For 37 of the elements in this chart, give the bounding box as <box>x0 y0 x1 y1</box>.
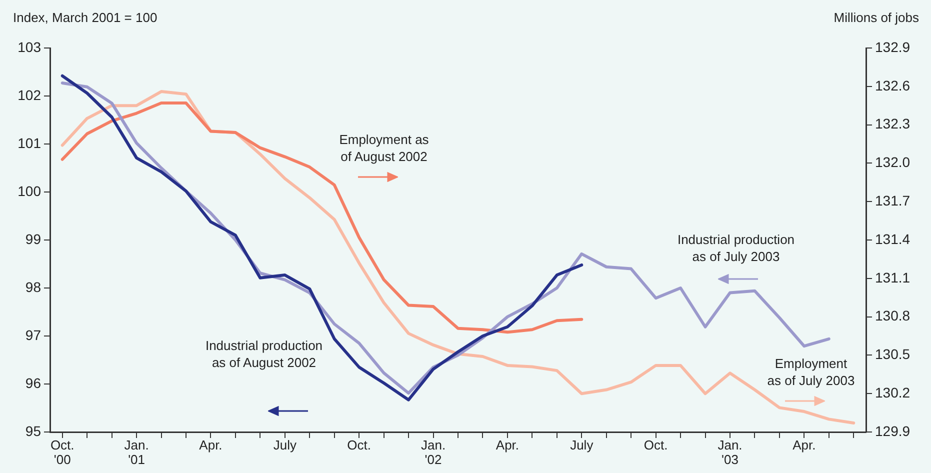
y2-tick-label: 132.0 <box>875 154 910 170</box>
y-tick-label: 97 <box>25 326 42 343</box>
x-tick-label: July <box>273 438 297 453</box>
x-tick-label: Jan. '03 <box>718 438 742 468</box>
y-tick-label: 96 <box>25 374 42 391</box>
y-tick-label: 101 <box>18 134 42 151</box>
y2-tick-label: 130.5 <box>875 346 910 362</box>
y2-tick-label: 131.1 <box>875 269 910 286</box>
series-label: Industrial production as of August 2002 <box>204 337 324 371</box>
y2-tick-label: 131.7 <box>875 192 910 208</box>
y2-axis-title: Millions of jobs <box>834 10 919 25</box>
y-tick-label: 95 <box>25 422 42 439</box>
y2-tick-label: 130.8 <box>875 308 910 324</box>
x-tick-label: Oct. '00 <box>50 438 74 468</box>
y-tick-label: 102 <box>18 86 42 103</box>
y2-tick-label: 130.2 <box>875 384 910 400</box>
y-tick-label: 103 <box>18 38 42 55</box>
y-axis-title: Index, March 2001 = 100 <box>13 10 158 25</box>
y-tick-label: 99 <box>25 230 42 247</box>
y-tick-label: 98 <box>25 278 42 295</box>
y2-tick-label: 129.9 <box>875 422 910 439</box>
x-tick-label: Jan. '02 <box>420 438 446 468</box>
y2-tick-label: 132.3 <box>875 116 910 132</box>
y2-tick-label: 132.6 <box>875 77 910 94</box>
y2-tick-label: 131.4 <box>875 230 910 247</box>
y2-tick-label: 132.9 <box>875 38 910 55</box>
x-tick-label: Oct. <box>347 438 372 453</box>
x-tick-label: July <box>570 438 594 453</box>
series-label: Employment as of July 2003 <box>767 356 855 388</box>
y-tick-label: 100 <box>18 182 42 199</box>
x-tick-label: Jan. '01 <box>124 438 149 468</box>
x-tick-label: Apr. <box>792 438 816 453</box>
x-tick-label: Apr. <box>496 438 520 453</box>
x-tick-label: Apr. <box>199 438 222 453</box>
x-tick-label: Oct. <box>644 438 668 453</box>
series-label: Employment as of August 2002 <box>338 131 430 165</box>
series-label: Industrial production as of July 2003 <box>676 231 796 265</box>
